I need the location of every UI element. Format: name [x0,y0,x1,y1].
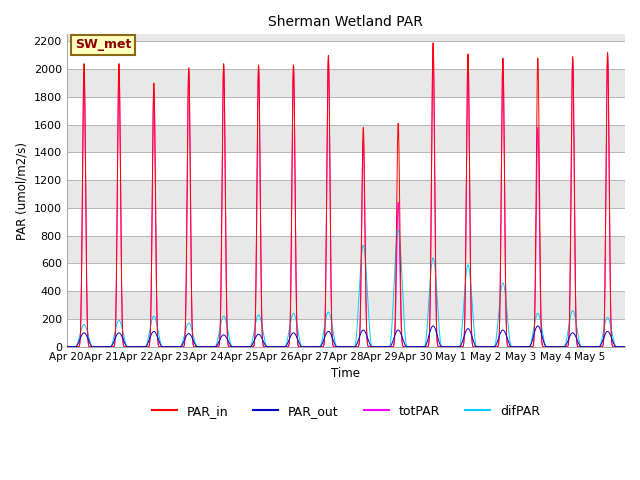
Text: SW_met: SW_met [75,38,131,51]
Bar [67,180,625,208]
Bar [67,41,625,69]
Bar [67,291,625,319]
Bar [67,125,625,152]
Bar [67,152,625,180]
Bar [67,236,625,264]
Bar [67,69,625,97]
Bar [67,319,625,347]
Y-axis label: PAR (umol/m2/s): PAR (umol/m2/s) [15,142,28,240]
Bar [67,97,625,125]
Title: Sherman Wetland PAR: Sherman Wetland PAR [268,15,423,29]
Bar [67,264,625,291]
Bar [67,208,625,236]
Legend: PAR_in, PAR_out, totPAR, difPAR: PAR_in, PAR_out, totPAR, difPAR [147,400,545,423]
X-axis label: Time: Time [332,367,360,380]
